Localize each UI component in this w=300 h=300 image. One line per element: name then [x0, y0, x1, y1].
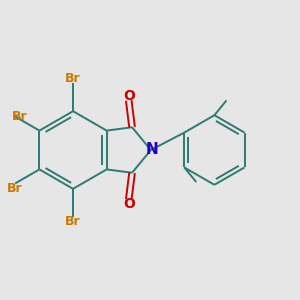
Text: Br: Br	[65, 215, 81, 228]
Text: Br: Br	[7, 182, 23, 195]
Text: Br: Br	[12, 110, 28, 123]
Text: N: N	[146, 142, 158, 158]
Text: O: O	[123, 196, 135, 211]
Text: Br: Br	[65, 72, 81, 85]
Text: O: O	[123, 89, 135, 103]
